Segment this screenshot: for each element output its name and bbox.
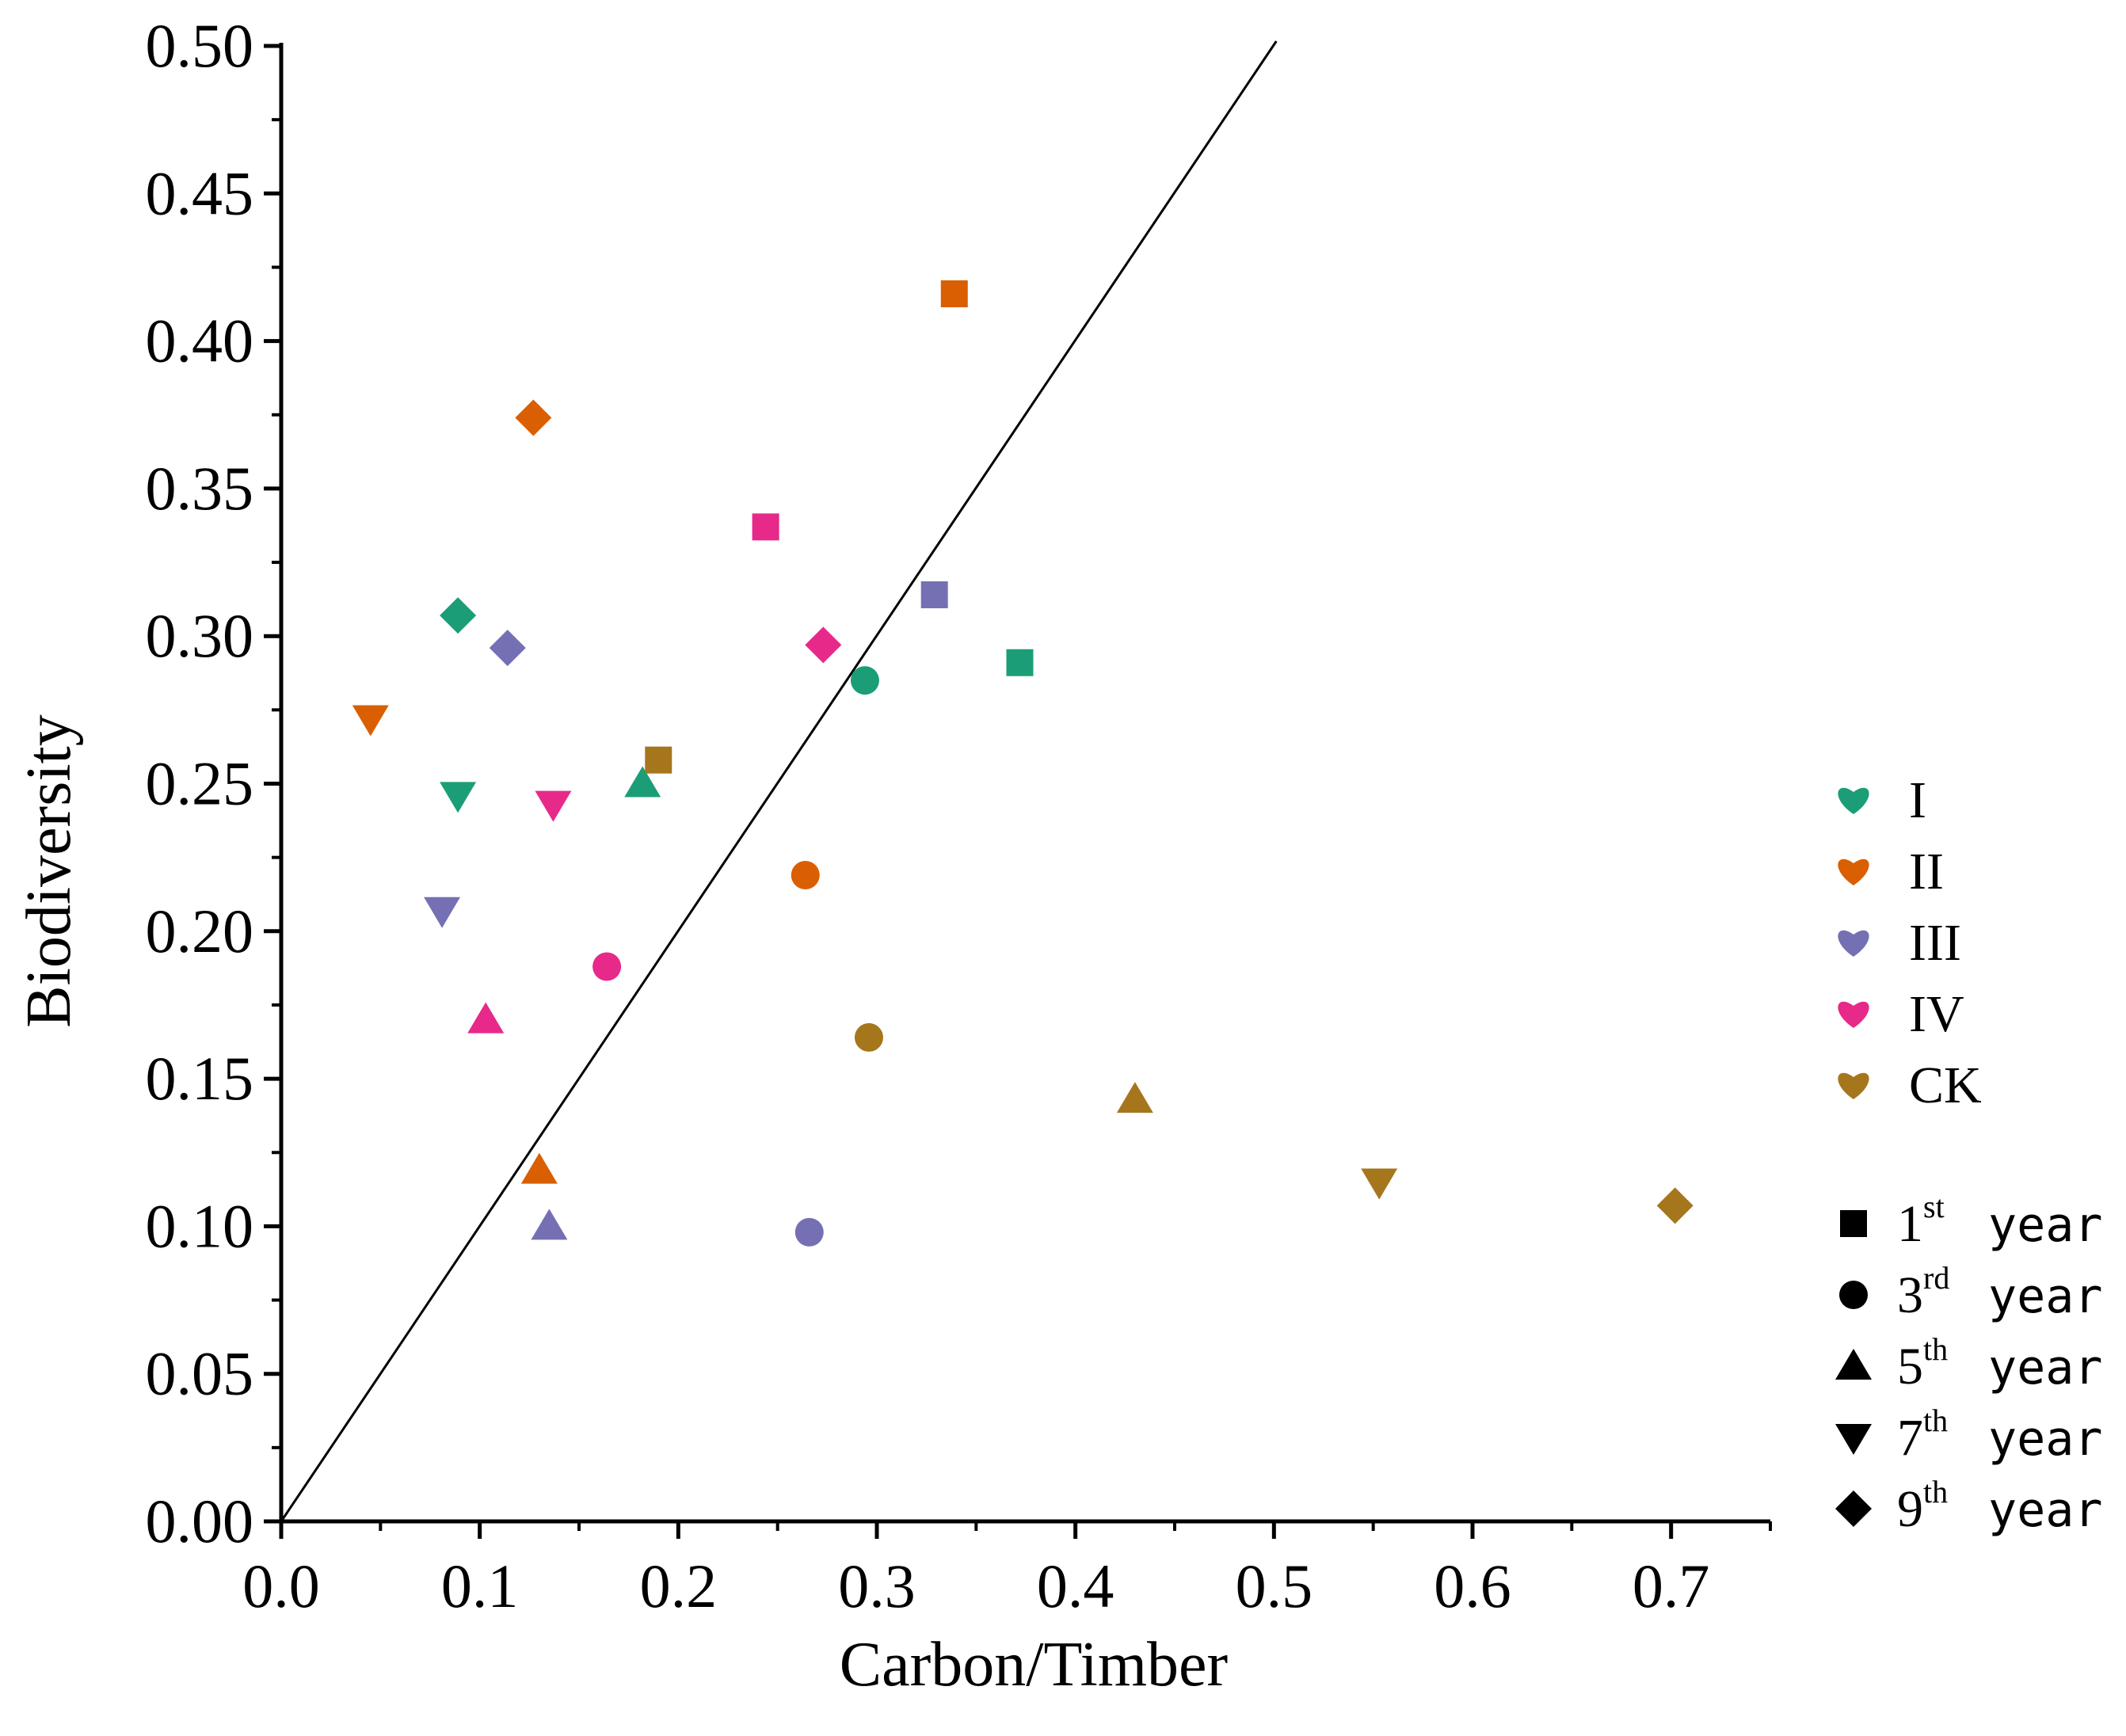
legend-ck-heart-icon [1838,1072,1869,1099]
y-tick-label: 0.50 [146,11,254,80]
y-tick-label: 0.15 [146,1044,254,1113]
reference-line-group [280,40,1278,1522]
legend-year-label-7: 7th year [1897,1403,2103,1467]
y-tick-label: 0.10 [146,1191,254,1260]
legend-circle-icon [1839,1281,1868,1309]
x-tick-label: 0.4 [1037,1551,1114,1620]
point-iii-year-7 [424,897,461,928]
legend-ii-heart-icon [1838,858,1869,885]
y-tick-label: 0.45 [146,158,254,227]
legend-year-label-5: 5th year [1897,1331,2103,1395]
reference-line-y-equals-x [280,40,1278,1522]
x-axis: 0.0 0.1 0.2 0.3 0.4 0.5 0.6 0.7 [242,1521,1772,1620]
point-i-year-7 [440,782,477,813]
legend-triangle-up-icon [1835,1349,1872,1380]
point-i-year-3 [850,666,879,695]
x-tick-label: 0.3 [838,1551,916,1620]
legend-diamond-icon [1835,1490,1872,1527]
x-tick-label: 0.7 [1633,1551,1710,1620]
point-ck-year-1 [645,746,672,774]
y-tick-label: 0.35 [146,454,254,523]
legend-year-label-9: 9th year [1897,1474,2103,1538]
legend-years: 1st year 3rd year 5th year 7th year 9th year [1835,1189,2103,1538]
x-tick-label: 0.0 [242,1551,320,1620]
legend-i-heart-icon [1838,787,1869,814]
point-ii-year-5 [520,1152,558,1184]
legend-label-ii: II [1909,843,1944,900]
plot-frame [279,43,1770,1524]
point-ii-year-7 [352,705,389,737]
point-iv-year-3 [592,952,622,981]
point-ii-year-3 [791,861,820,890]
y-tick-label: 0.40 [146,306,254,375]
legend-iv-heart-icon [1838,1001,1869,1028]
legend-iii-heart-icon [1838,930,1869,957]
x-tick-label: 0.2 [640,1551,718,1620]
x-axis-title: Carbon/Timber [840,1630,1228,1700]
y-axis-title: Biodiversity [14,714,84,1028]
y-tick-label: 0.25 [146,749,254,818]
legend-label-iv: IV [1909,985,1964,1043]
point-ii-year-9 [515,399,552,436]
point-iii-year-1 [920,581,948,609]
point-ck-year-9 [1656,1187,1694,1224]
point-iv-year-7 [535,790,572,822]
legend-triangle-down-icon [1835,1424,1872,1455]
point-ii-year-1 [940,280,968,307]
legend-year-label-1: 1st year [1897,1189,2103,1253]
legend-label-ck: CK [1909,1056,1982,1114]
y-tick-label: 0.20 [146,897,254,965]
legend-label-iii: III [1909,914,1961,972]
y-axis: 0.00 0.05 0.10 0.15 0.20 0.25 0.30 0.35 0.40 0.45… [146,11,281,1555]
legend-label-i: I [1909,771,1926,829]
point-iii-year-5 [531,1209,568,1240]
y-tick-label: 0.30 [146,601,254,670]
y-tick-label: 0.05 [146,1339,254,1408]
point-ck-year-3 [854,1022,883,1052]
data-points [352,280,1694,1247]
x-tick-label: 0.1 [441,1551,519,1620]
x-tick-label: 0.6 [1434,1551,1511,1620]
point-ck-year-5 [1116,1082,1153,1114]
legend-square-icon [1840,1210,1867,1237]
point-i-year-5 [624,766,661,798]
point-i-year-1 [1006,649,1034,676]
point-iii-year-3 [794,1217,824,1247]
x-tick-label: 0.5 [1236,1551,1313,1620]
y-tick-label: 0.00 [146,1487,254,1555]
point-ck-year-7 [1361,1168,1398,1200]
point-iv-year-5 [467,1002,505,1034]
point-iv-year-1 [752,513,779,541]
point-iii-year-9 [489,630,526,667]
point-iv-year-9 [805,626,842,664]
legend-year-label-3: 3rd year [1897,1260,2103,1324]
point-i-year-9 [440,597,477,634]
